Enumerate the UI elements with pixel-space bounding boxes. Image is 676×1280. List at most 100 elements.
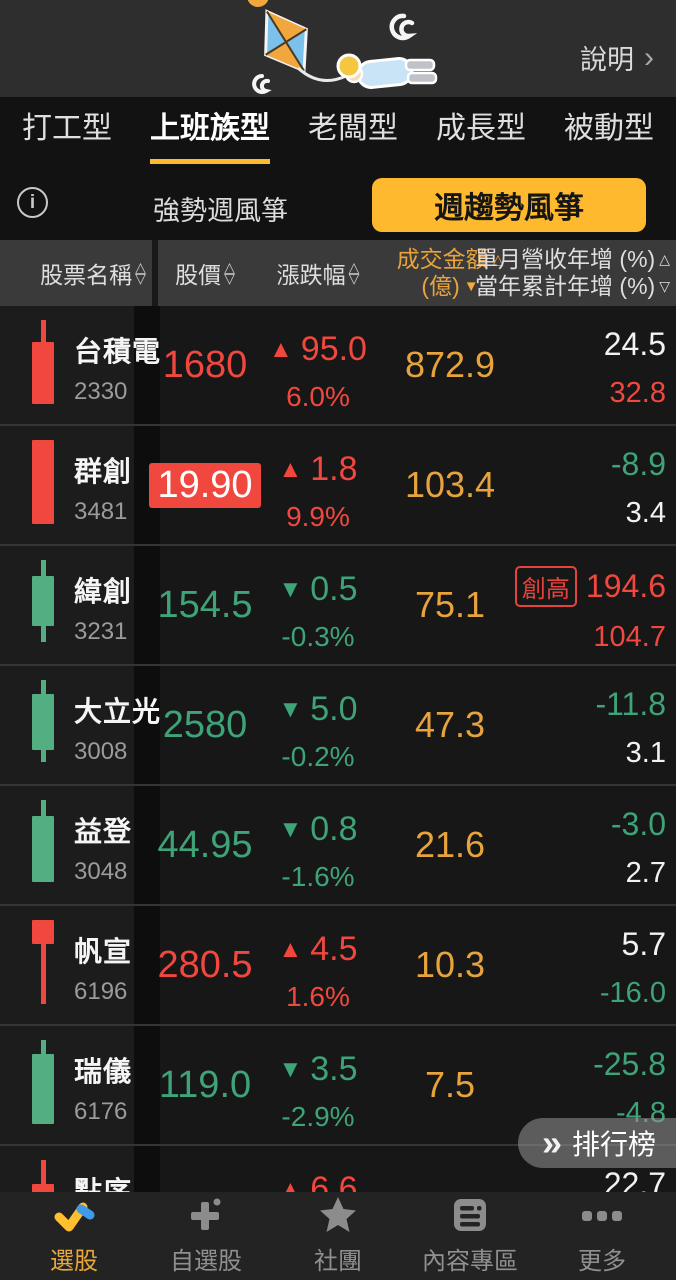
name-column-bg — [0, 1026, 134, 1144]
price-value: 154.5 — [157, 583, 253, 626]
price-cell: 2580 — [148, 666, 262, 784]
stock-table-body: 台積電 2330 1680 ▲ 95.0 6.0% 872.9 24.5 32.… — [0, 306, 676, 1192]
sort-header-price[interactable]: 股價 △ ▽ — [175, 259, 235, 288]
change-value: 5.0 — [310, 690, 358, 728]
sort-header-change[interactable]: 漲跌幅 △ ▽ — [276, 259, 360, 288]
price-cell: 1680 — [148, 306, 262, 424]
tab-office-worker[interactable]: 上班族型 — [150, 103, 270, 164]
price-value: 280.5 — [157, 943, 253, 986]
volume-value: 21.6 — [414, 824, 486, 865]
rev-monthly-value: 22.7 — [603, 1166, 666, 1192]
volume-value: 47.3 — [414, 704, 486, 745]
change-direction-icon: ▲ — [269, 335, 293, 363]
sort-arrows-icon: △ ▽ — [224, 259, 235, 286]
change-cell: ▲ 95.0 6.0% — [258, 306, 378, 424]
table-row[interactable]: 帆宣 6196 280.5 ▲ 4.5 1.6% 10.3 5.7 -16.0 — [0, 906, 676, 1026]
record-high-badge: 創高 — [514, 566, 577, 607]
volume-value: 10.3 — [414, 944, 486, 985]
change-value: 1.8 — [310, 450, 358, 488]
price-value: 2580 — [162, 703, 248, 746]
revenue-cell: 24.5 32.8 — [446, 306, 666, 424]
revenue-cell: -8.9 3.4 — [446, 426, 666, 544]
change-direction-icon: ▲ — [278, 455, 303, 483]
sort-arrows-icon: △ ▽ — [135, 259, 146, 286]
stock-ticker: 3481 — [74, 498, 128, 525]
week-trend-kite-button[interactable]: 週趨勢風箏 — [372, 178, 646, 232]
name-column-gap — [134, 666, 160, 784]
candle-icon — [32, 920, 54, 1004]
stock-ticker: 6176 — [74, 1098, 128, 1125]
sort-header-name[interactable]: 股票名稱 △ ▽ — [40, 259, 146, 288]
candle-icon — [32, 560, 54, 642]
rev-monthly-value: 24.5 — [603, 326, 666, 362]
tab-boss[interactable]: 老闆型 — [308, 112, 398, 145]
watchlist-plus-icon — [186, 1196, 226, 1234]
nav-item-watchlist[interactable]: 自選股 — [146, 1196, 266, 1276]
nav-item-community[interactable]: 社團 — [278, 1196, 398, 1276]
tab-part-time[interactable]: 打工型 — [22, 112, 112, 145]
stock-name-block: 帆宣 6196 — [74, 930, 132, 1006]
change-percent: -0.3% — [281, 621, 355, 652]
stock-ticker: 3048 — [74, 858, 128, 885]
stock-name-block: 益登 3048 — [74, 810, 132, 886]
change-cell: ▲ 4.5 1.6% — [258, 906, 378, 1024]
kite-illustration — [247, 0, 438, 94]
community-star-icon — [318, 1196, 358, 1234]
change-value: 4.5 — [310, 930, 358, 968]
tab-passive[interactable]: 被動型 — [564, 112, 654, 145]
tab-growth[interactable]: 成長型 — [436, 112, 526, 145]
name-column-gap — [134, 1146, 160, 1192]
rev-monthly-value: -25.8 — [593, 1046, 666, 1082]
stock-name-block: 台積電 2330 — [74, 330, 161, 406]
content-docs-icon — [450, 1196, 490, 1234]
stock-name-block: 群創 3481 — [74, 450, 132, 526]
change-direction-icon: ▼ — [278, 575, 303, 603]
change-cell: ▼ 3.5 -2.9% — [258, 1026, 378, 1144]
help-link[interactable]: 說明 › — [580, 38, 654, 77]
sort-up-icon: △ — [659, 251, 670, 267]
change-percent: -1.6% — [281, 861, 355, 892]
name-column-bg — [0, 306, 134, 424]
filter-row: i 強勢週風箏 週趨勢風箏 — [0, 170, 676, 240]
change-direction-icon: ▼ — [278, 695, 303, 723]
nav-item-stock-picker[interactable]: 選股 — [14, 1196, 134, 1276]
table-row[interactable]: 緯創 3231 154.5 ▼ 0.5 -0.3% 75.1 創高 194.6 … — [0, 546, 676, 666]
ranking-button[interactable]: » 排行榜 — [517, 1118, 676, 1168]
stock-name-block: 點序 — [74, 1170, 132, 1192]
table-row[interactable]: 群創 3481 19.90 ▲ 1.8 9.9% 103.4 -8.9 3.4 — [0, 426, 676, 546]
revenue-cell: -3.0 2.7 — [446, 786, 666, 904]
change-value: 6.6 — [310, 1170, 358, 1192]
rev-ytd-value: -16.0 — [599, 977, 666, 1009]
stock-name: 緯創 — [74, 576, 133, 607]
candle-icon — [32, 800, 54, 882]
stock-ticker: 6196 — [74, 978, 128, 1005]
double-chevron-icon: » — [541, 1122, 562, 1163]
rev-ytd-value: 104.7 — [593, 621, 666, 653]
table-row[interactable]: 大立光 3008 2580 ▼ 5.0 -0.2% 47.3 -11.8 3.1 — [0, 666, 676, 786]
sort-header-revenue[interactable]: 單月營收年增 (%) △ 當年累計年增 (%) ▽ — [475, 246, 670, 299]
price-cell: 154.5 — [148, 546, 262, 664]
change-value: 95.0 — [300, 330, 367, 368]
name-column-bg — [0, 426, 134, 544]
change-value: 0.5 — [310, 570, 358, 608]
volume-value: 872.9 — [404, 344, 496, 385]
name-column-gap — [134, 906, 160, 1024]
candle-icon — [32, 680, 54, 762]
info-icon[interactable]: i — [17, 187, 48, 218]
sort-header-volume[interactable]: 成交金額 △ (億) ▼ — [396, 246, 504, 299]
rev-ytd-value: 32.8 — [609, 377, 666, 409]
stock-ticker: 2330 — [74, 378, 128, 405]
table-row[interactable]: 益登 3048 44.95 ▼ 0.8 -1.6% 21.6 -3.0 2.7 — [0, 786, 676, 906]
candle-icon — [32, 320, 54, 404]
rev-monthly-value: -8.9 — [610, 446, 666, 482]
nav-item-content[interactable]: 內容專區 — [410, 1196, 530, 1276]
stock-name: 帆宣 — [74, 936, 133, 967]
price-cell — [148, 1146, 262, 1192]
price-cell: 280.5 — [148, 906, 262, 1024]
rev-monthly-value: 5.7 — [621, 926, 666, 962]
sort-down-filled-icon: ▼ — [463, 278, 479, 295]
price-cell: 19.90 — [148, 426, 262, 544]
nav-item-more[interactable]: 更多 — [542, 1196, 662, 1276]
stock-name: 台積電 — [74, 336, 162, 367]
table-row[interactable]: 台積電 2330 1680 ▲ 95.0 6.0% 872.9 24.5 32.… — [0, 306, 676, 426]
